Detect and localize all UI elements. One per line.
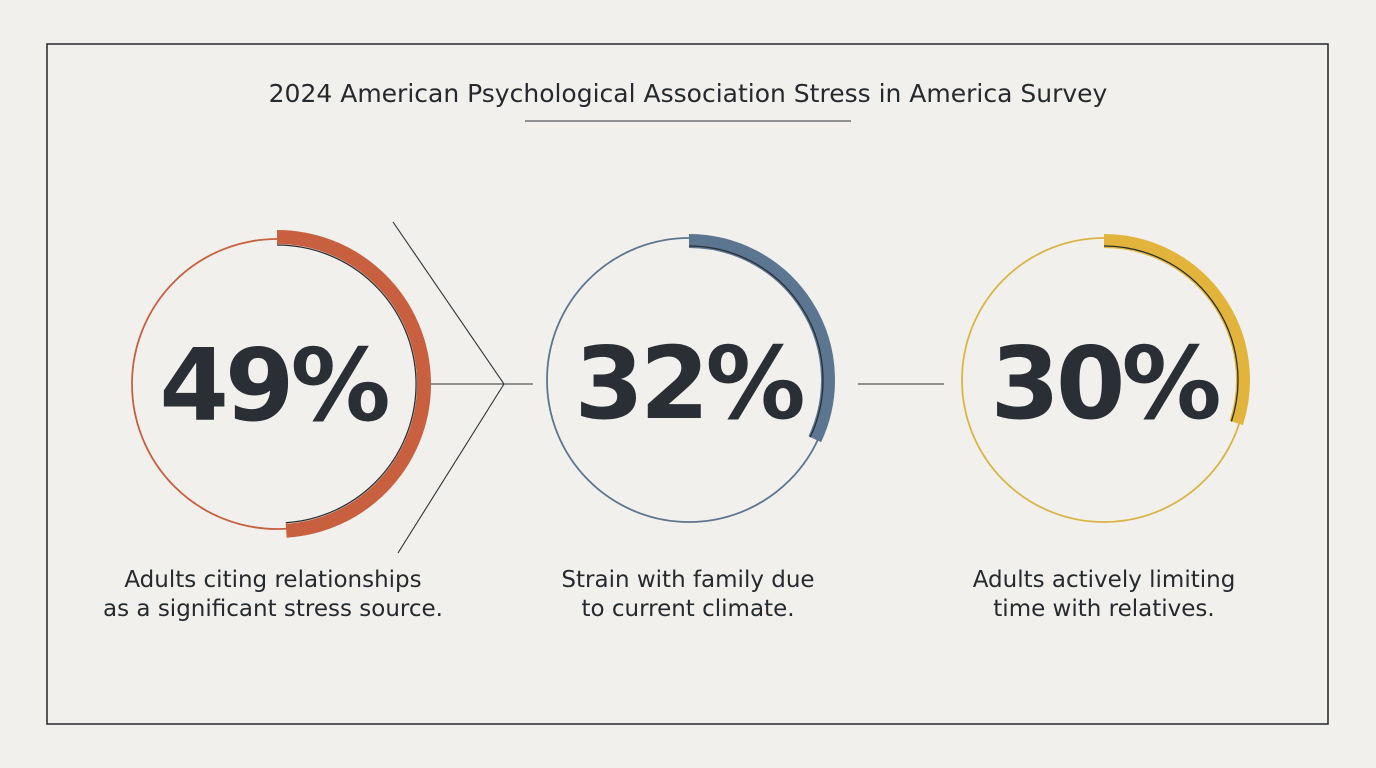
ring-arc-inner-2 <box>688 245 824 438</box>
stat-ring-2: 32% Strain with family due to current cl… <box>546 234 835 622</box>
connector-fan-top <box>392 221 505 385</box>
stat-caption-2-line-1: Strain with family due <box>561 567 814 593</box>
stat-caption-3-line-2: time with relatives. <box>993 596 1214 622</box>
ring-arc-1 <box>276 230 431 538</box>
stat-ring-1: 49% Adults citing relationships as a sig… <box>103 230 443 622</box>
stat-caption-2-line-2: to current climate. <box>581 596 794 622</box>
stat-caption-1-line-1: Adults citing relationships <box>124 567 421 593</box>
stat-caption-3-line-1: Adults actively limiting <box>973 567 1236 593</box>
stat-value-3: 30% <box>990 325 1219 442</box>
frame-border <box>46 43 1329 725</box>
connector-lines <box>392 221 944 554</box>
ring-arc-2 <box>688 234 835 443</box>
stat-value-2: 32% <box>574 325 803 442</box>
connector-fan-bottom <box>397 383 505 554</box>
ring-arc-3 <box>1103 234 1250 426</box>
ring-arc-inner-1 <box>276 244 417 524</box>
stat-value-1: 49% <box>159 327 388 444</box>
stat-ring-3: 30% Adults actively limiting time with r… <box>961 234 1250 622</box>
chart-title: 2024 American Psychological Association … <box>269 79 1108 108</box>
ring-arc-inner-3 <box>1103 245 1239 422</box>
stat-caption-1-line-2: as a significant stress source. <box>103 596 443 622</box>
